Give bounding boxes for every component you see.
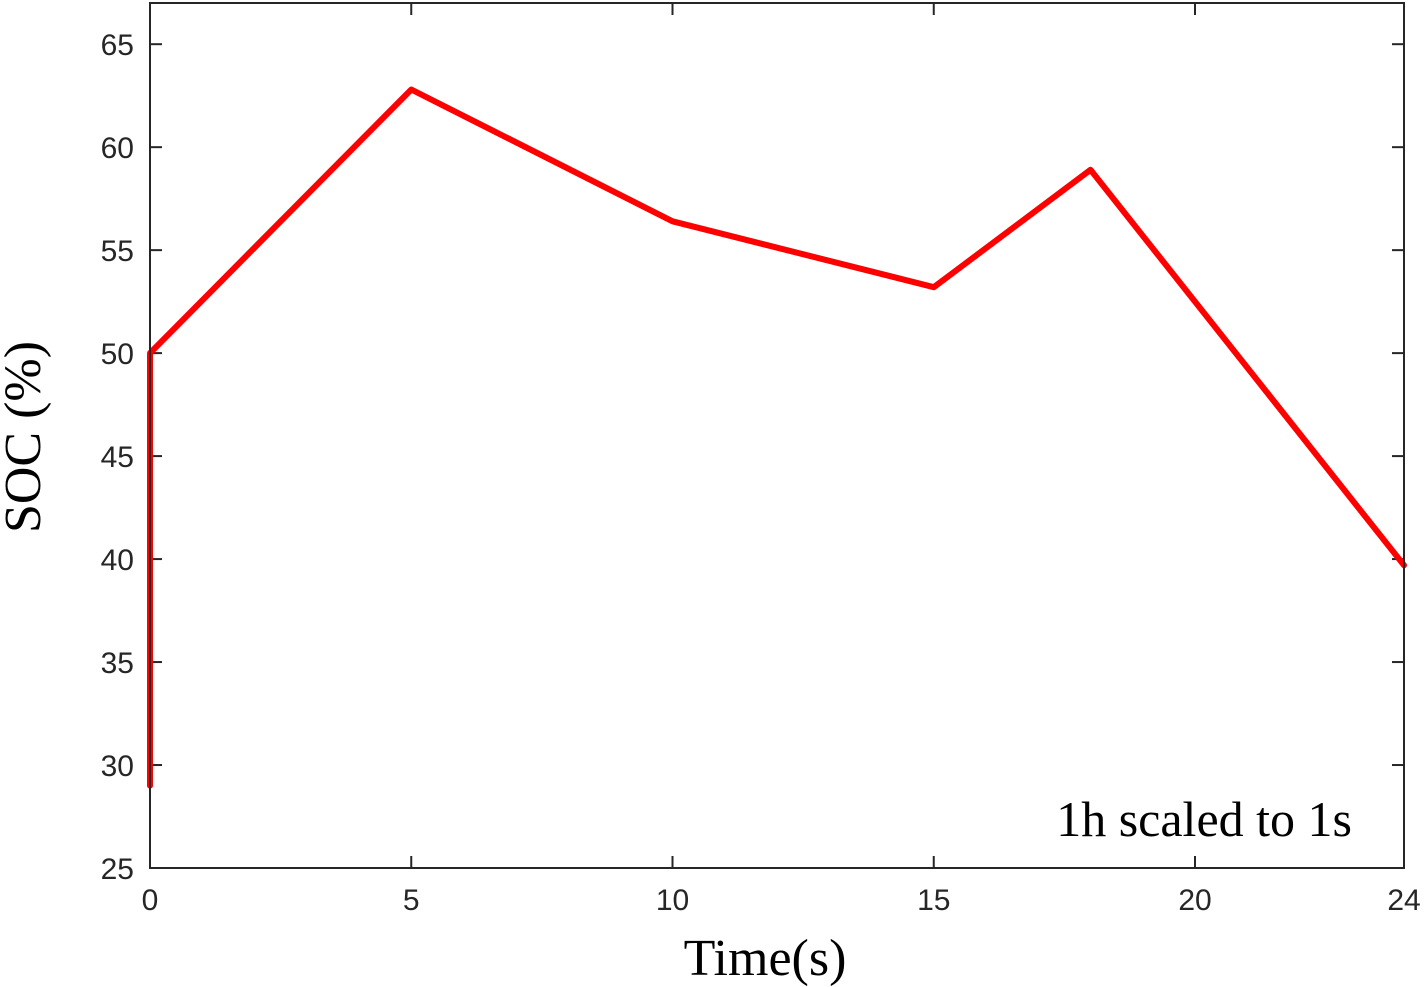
y-tick-label: 25 [101,853,134,886]
y-tick-label: 30 [101,750,134,783]
y-tick-label: 40 [101,544,134,577]
y-axis-title: SOC (%) [0,341,52,533]
y-tick-label: 65 [101,29,134,62]
y-tick-label: 35 [101,647,134,680]
series-layer [147,86,1407,789]
y-tick-label: 55 [101,235,134,268]
x-tick-label: 5 [403,884,420,917]
x-tick-label: 0 [142,884,159,917]
x-tick-label: 10 [656,884,689,917]
y-tick-label: 50 [101,338,134,371]
y-tick-label: 45 [101,441,134,474]
y-tick-label: 60 [101,132,134,165]
x-tick-labels: 0 5 10 15 20 24 [142,884,1421,917]
ticks-layer [149,3,1405,869]
y-tick-labels: 25 30 35 40 45 50 55 60 65 [101,29,134,886]
x-tick-label: 24 [1387,884,1420,917]
soc-series-line [147,86,1407,789]
x-tick-label: 20 [1178,884,1211,917]
scale-annotation: 1h scaled to 1s [1056,791,1352,847]
plot-frame [149,2,1405,869]
x-axis-title: Time(s) [684,930,847,987]
x-tick-label: 15 [917,884,950,917]
